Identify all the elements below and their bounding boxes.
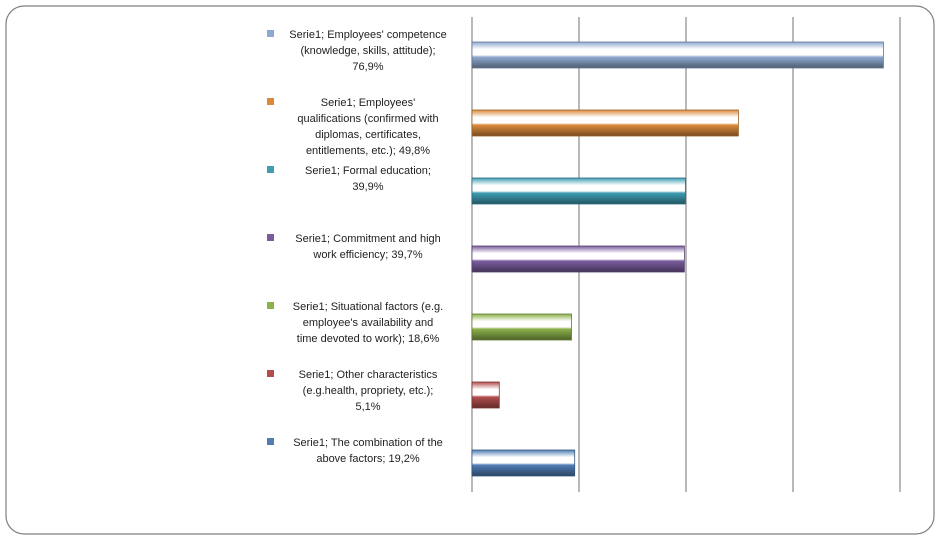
data-label: Serie1; The combination of the above fact…	[293, 437, 443, 465]
bar	[471, 449, 576, 477]
legend-key	[267, 438, 274, 445]
legend-key	[267, 234, 274, 241]
bar	[471, 313, 572, 341]
data-labels: Serie1; Employees' competence (knowledge,…	[267, 29, 447, 465]
legend-key	[267, 166, 274, 173]
bar	[471, 245, 685, 273]
data-label: Serie1; Formal education; 39,9%	[305, 165, 431, 193]
legend-key	[267, 370, 274, 377]
bar	[471, 177, 686, 205]
data-label: Serie1; Commitment and high work efficien…	[295, 233, 441, 261]
bar	[471, 381, 500, 409]
data-label: Serie1; Employees' qualifications (confir…	[297, 97, 438, 157]
bar-chart: Serie1; Employees' competence (knowledge,…	[5, 5, 935, 535]
bar	[471, 109, 739, 137]
bars	[471, 41, 884, 477]
chart-border	[5, 5, 935, 535]
data-label: Serie1; Situational factors (e.g. employe…	[293, 301, 443, 345]
legend-key	[267, 98, 274, 105]
data-label: Serie1; Other characteristics (e.g.health…	[299, 369, 438, 413]
bar	[471, 41, 884, 69]
legend-key	[267, 30, 274, 37]
chart-frame: Serie1; Employees' competence (knowledge,…	[5, 5, 935, 535]
gridlines	[471, 17, 901, 492]
data-label: Serie1; Employees' competence (knowledge,…	[289, 29, 446, 73]
legend-key	[267, 302, 274, 309]
